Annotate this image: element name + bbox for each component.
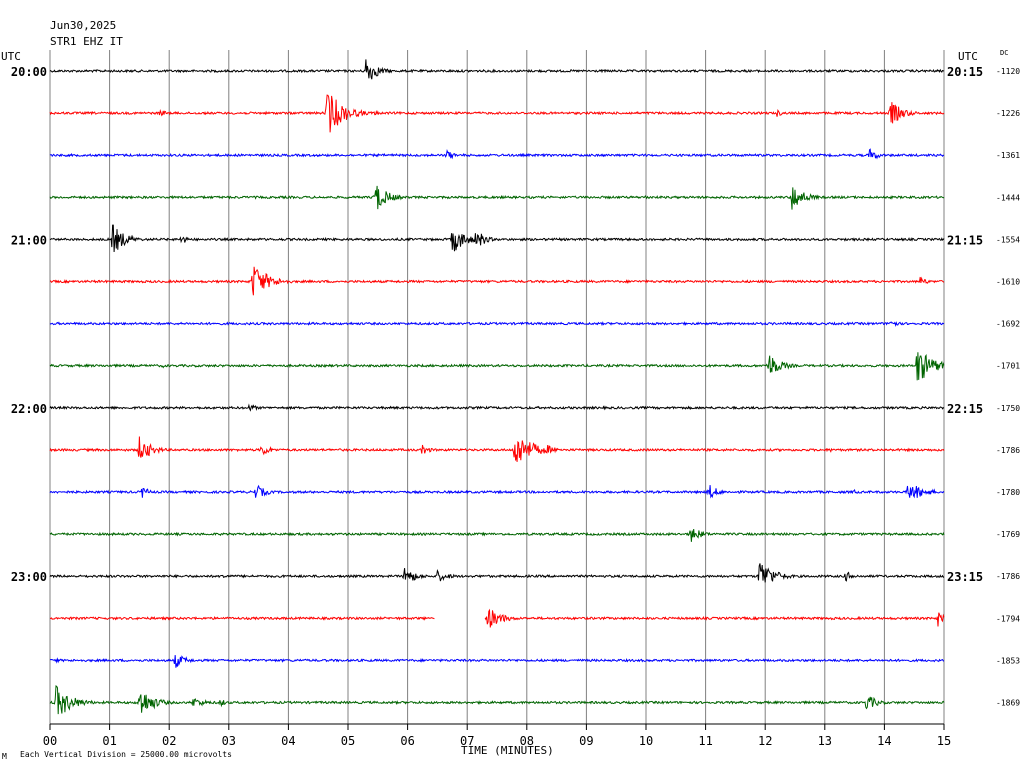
dc-offset-label: -1701	[996, 362, 1020, 371]
dc-offset-label: -1786	[996, 446, 1020, 455]
trace-line	[49, 403, 945, 412]
trace-line	[49, 528, 945, 542]
x-tick-label: 15	[937, 734, 951, 748]
trace-line	[49, 352, 945, 381]
dc-offset-label: -1794	[996, 614, 1020, 623]
dc-offset-label: -1444	[996, 193, 1020, 202]
left-hour-label: 23:00	[11, 570, 47, 584]
trace-line	[49, 563, 945, 583]
x-tick-label: 12	[758, 734, 772, 748]
dc-offset-label: -1750	[996, 404, 1020, 413]
dc-label: DC	[1000, 49, 1009, 57]
x-tick-label: 01	[102, 734, 116, 748]
right-hour-label: 21:15	[947, 233, 983, 247]
x-tick-label: 05	[341, 734, 355, 748]
dc-offset-label: -1610	[996, 278, 1020, 287]
x-tick-label: 07	[460, 734, 474, 748]
footer-mark: M	[2, 752, 7, 761]
x-tick-label: 14	[877, 734, 891, 748]
x-tick-label: 10	[639, 734, 653, 748]
right-hour-label: 22:15	[947, 402, 983, 416]
dc-offset-label: -1780	[996, 488, 1020, 497]
dc-offset-label: -1869	[996, 699, 1020, 708]
trace-line	[49, 94, 945, 133]
trace-line	[49, 59, 945, 80]
x-axis-title: TIME (MINUTES)	[461, 744, 554, 757]
dc-offset-label: -1120	[996, 67, 1020, 76]
dc-offset-label: -1786	[996, 572, 1020, 581]
trace-line	[49, 224, 945, 253]
trace-line	[49, 655, 945, 668]
x-tick-label: 04	[281, 734, 295, 748]
station-label: STR1 EHZ IT	[50, 35, 123, 48]
grid-lines	[49, 50, 945, 730]
labels-layer: 00 01 02 03 04 05 06 07 08 09 10 11 12 13 14 15 -1120 -12…	[11, 65, 1020, 748]
x-tick-label: 11	[698, 734, 712, 748]
trace-line	[49, 148, 945, 160]
left-hour-label: 20:00	[11, 65, 47, 79]
x-tick-label: 06	[400, 734, 414, 748]
dc-offset-label: -1769	[996, 530, 1020, 539]
x-tick-label: 08	[520, 734, 534, 748]
left-timezone-label: UTC	[1, 50, 21, 63]
x-tick-label: 00	[43, 734, 57, 748]
trace-line	[49, 436, 945, 462]
trace-line	[49, 608, 945, 628]
x-tick-label: 03	[222, 734, 236, 748]
right-hour-label: 23:15	[947, 570, 983, 584]
x-tick-label: 02	[162, 734, 176, 748]
right-hour-label: 20:15	[947, 65, 983, 79]
scale-note: Each Vertical Division = 25000.00 microv…	[20, 750, 232, 759]
dc-offset-label: -1853	[996, 656, 1020, 665]
dc-offset-label: -1226	[996, 109, 1020, 118]
trace-line	[49, 185, 945, 210]
dc-offset-label: -1692	[996, 320, 1020, 329]
left-hour-label: 22:00	[11, 402, 47, 416]
dc-offset-label: -1361	[996, 151, 1020, 160]
traces-layer	[49, 59, 945, 715]
left-hour-label: 21:00	[11, 233, 47, 247]
dc-offset-label: -1554	[996, 235, 1020, 244]
right-timezone-label: UTC	[958, 50, 978, 63]
trace-line	[49, 321, 945, 327]
trace-line	[49, 484, 945, 499]
trace-line	[49, 685, 945, 715]
x-tick-label: 13	[818, 734, 832, 748]
date-label: Jun30,2025	[50, 19, 117, 32]
x-tick-label: 09	[579, 734, 593, 748]
trace-line	[49, 266, 945, 296]
